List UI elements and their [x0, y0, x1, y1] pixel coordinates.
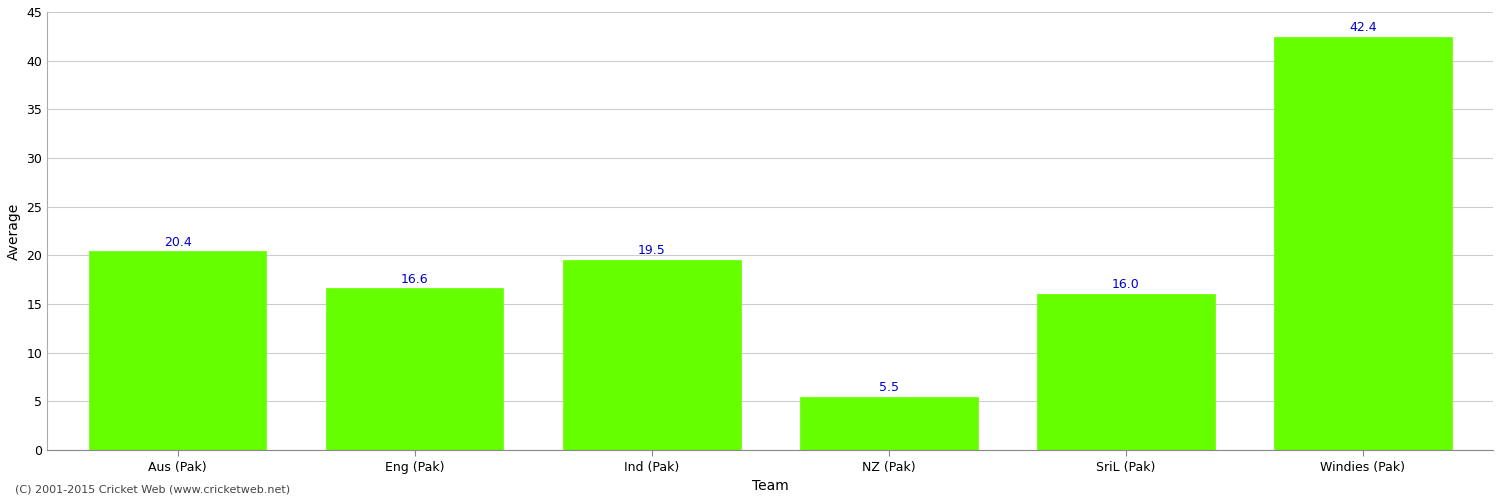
Bar — [1036, 294, 1215, 450]
Text: 16.6: 16.6 — [400, 272, 429, 285]
Text: (C) 2001-2015 Cricket Web (www.cricketweb.net): (C) 2001-2015 Cricket Web (www.cricketwe… — [15, 485, 290, 495]
Bar — [326, 288, 504, 450]
Bar — [800, 396, 978, 450]
X-axis label: Team: Team — [752, 479, 789, 493]
Y-axis label: Average: Average — [8, 202, 21, 260]
Bar — [88, 252, 267, 450]
Text: 42.4: 42.4 — [1348, 22, 1377, 35]
Text: 19.5: 19.5 — [638, 244, 666, 258]
Bar — [562, 260, 741, 450]
Text: 5.5: 5.5 — [879, 380, 898, 394]
Bar — [1274, 38, 1452, 450]
Text: 20.4: 20.4 — [164, 236, 192, 248]
Text: 16.0: 16.0 — [1112, 278, 1140, 291]
